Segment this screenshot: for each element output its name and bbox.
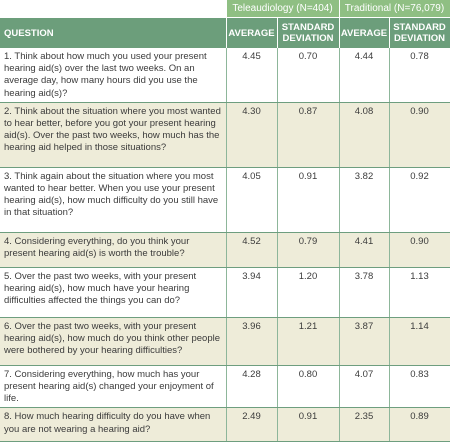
tele-average: 3.96 [226,317,278,366]
trad-average: 3.87 [339,317,390,366]
trad-sd: 0.83 [389,365,450,409]
tele-sd: 1.21 [277,317,340,366]
tele-sd: 0.91 [277,407,340,442]
table-row: 5. Over the past two weeks, with your pr… [0,267,450,318]
question-text: 1. Think about how much you used your pr… [0,48,227,103]
group-header-blank [0,0,227,18]
sd-label-line1: STANDARD [281,22,335,33]
tele-average: 4.05 [226,167,278,233]
trad-average: 2.35 [339,407,390,442]
trad-average: 4.44 [339,48,390,103]
trad-sd: 1.13 [389,267,450,318]
trad-average: 4.08 [339,102,390,168]
tele-average: 4.52 [226,232,278,268]
table-row: 6. Over the past two weeks, with your pr… [0,317,450,366]
tele-sd: 1.20 [277,267,340,318]
tele-average: 4.30 [226,102,278,168]
question-text: 5. Over the past two weeks, with your pr… [0,267,227,318]
table-row: 3. Think again about the situation where… [0,167,450,233]
group-header-traditional: Traditional (N=76,079) [339,0,450,18]
question-text: 8. How much hearing difficulty do you ha… [0,407,227,442]
question-text: 7. Considering everything, how much has … [0,365,227,409]
trad-sd: 0.90 [389,102,450,168]
tele-average: 3.94 [226,267,278,318]
column-header-tele-average: AVERAGE [226,17,278,48]
trad-sd: 0.78 [389,48,450,103]
tele-sd: 0.80 [277,365,340,409]
trad-average: 4.41 [339,232,390,268]
tele-average: 4.45 [226,48,278,103]
table-row: 7. Considering everything, how much has … [0,365,450,409]
tele-sd: 0.87 [277,102,340,168]
tele-average: 4.28 [226,365,278,409]
trad-sd: 0.89 [389,407,450,442]
question-text: 6. Over the past two weeks, with your pr… [0,317,227,366]
trad-average: 3.82 [339,167,390,233]
tele-average: 2.49 [226,407,278,442]
question-text: 2. Think about the situation where you m… [0,102,227,168]
column-header-trad-sd: STANDARD DEVIATION [389,17,450,48]
sd-label-line2: DEVIATION [393,33,446,44]
trad-average: 3.78 [339,267,390,318]
tele-sd: 0.91 [277,167,340,233]
column-header-trad-average: AVERAGE [339,17,390,48]
trad-sd: 0.92 [389,167,450,233]
tele-sd: 0.70 [277,48,340,103]
trad-sd: 1.14 [389,317,450,366]
sd-label-line1: STANDARD [393,22,446,33]
table-row: 2. Think about the situation where you m… [0,102,450,168]
table-row: 1. Think about how much you used your pr… [0,48,450,103]
question-text: 4. Considering everything, do you think … [0,232,227,268]
group-header-teleaudiology: Teleaudiology (N=404) [226,0,340,18]
question-text: 3. Think again about the situation where… [0,167,227,233]
trad-average: 4.07 [339,365,390,409]
column-header-tele-sd: STANDARD DEVIATION [277,17,340,48]
sd-label-line2: DEVIATION [282,33,334,44]
tele-sd: 0.79 [277,232,340,268]
table-row: 4. Considering everything, do you think … [0,232,450,268]
column-header-question: QUESTION [0,17,227,48]
table-row: 8. How much hearing difficulty do you ha… [0,407,450,442]
trad-sd: 0.90 [389,232,450,268]
